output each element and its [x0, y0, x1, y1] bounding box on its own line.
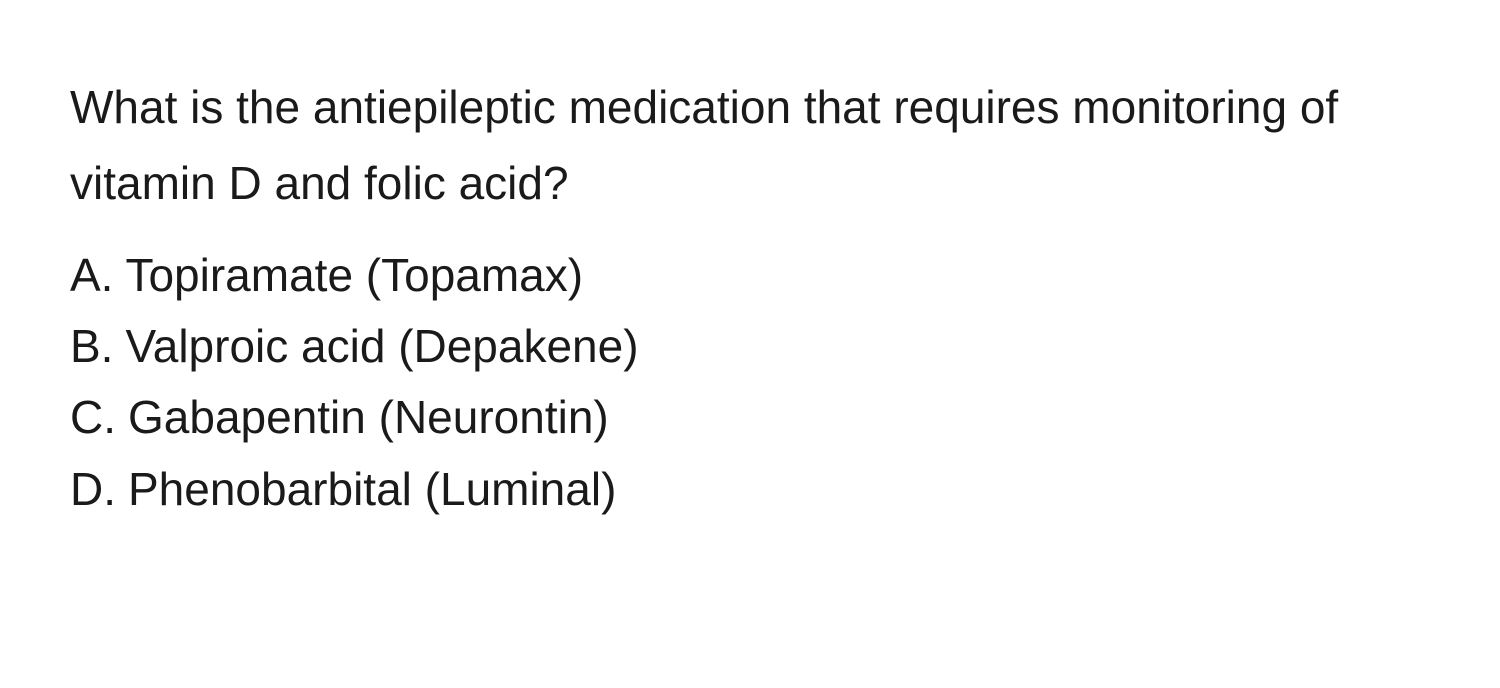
option-label-b: B.	[70, 311, 113, 382]
option-label-a: A.	[70, 240, 113, 311]
option-a: A. Topiramate (Topamax)	[70, 240, 1430, 311]
option-c: C. Gabapentin (Neurontin)	[70, 382, 1430, 453]
option-label-d: D.	[70, 454, 116, 525]
option-label-c: C.	[70, 382, 116, 453]
question-text: What is the antiepileptic medication tha…	[70, 70, 1430, 222]
option-text-b: Valproic acid (Depakene)	[125, 311, 638, 382]
option-b: B. Valproic acid (Depakene)	[70, 311, 1430, 382]
option-text-d: Phenobarbital (Luminal)	[128, 454, 616, 525]
option-text-c: Gabapentin (Neurontin)	[128, 382, 609, 453]
option-text-a: Topiramate (Topamax)	[125, 240, 583, 311]
option-d: D. Phenobarbital (Luminal)	[70, 454, 1430, 525]
